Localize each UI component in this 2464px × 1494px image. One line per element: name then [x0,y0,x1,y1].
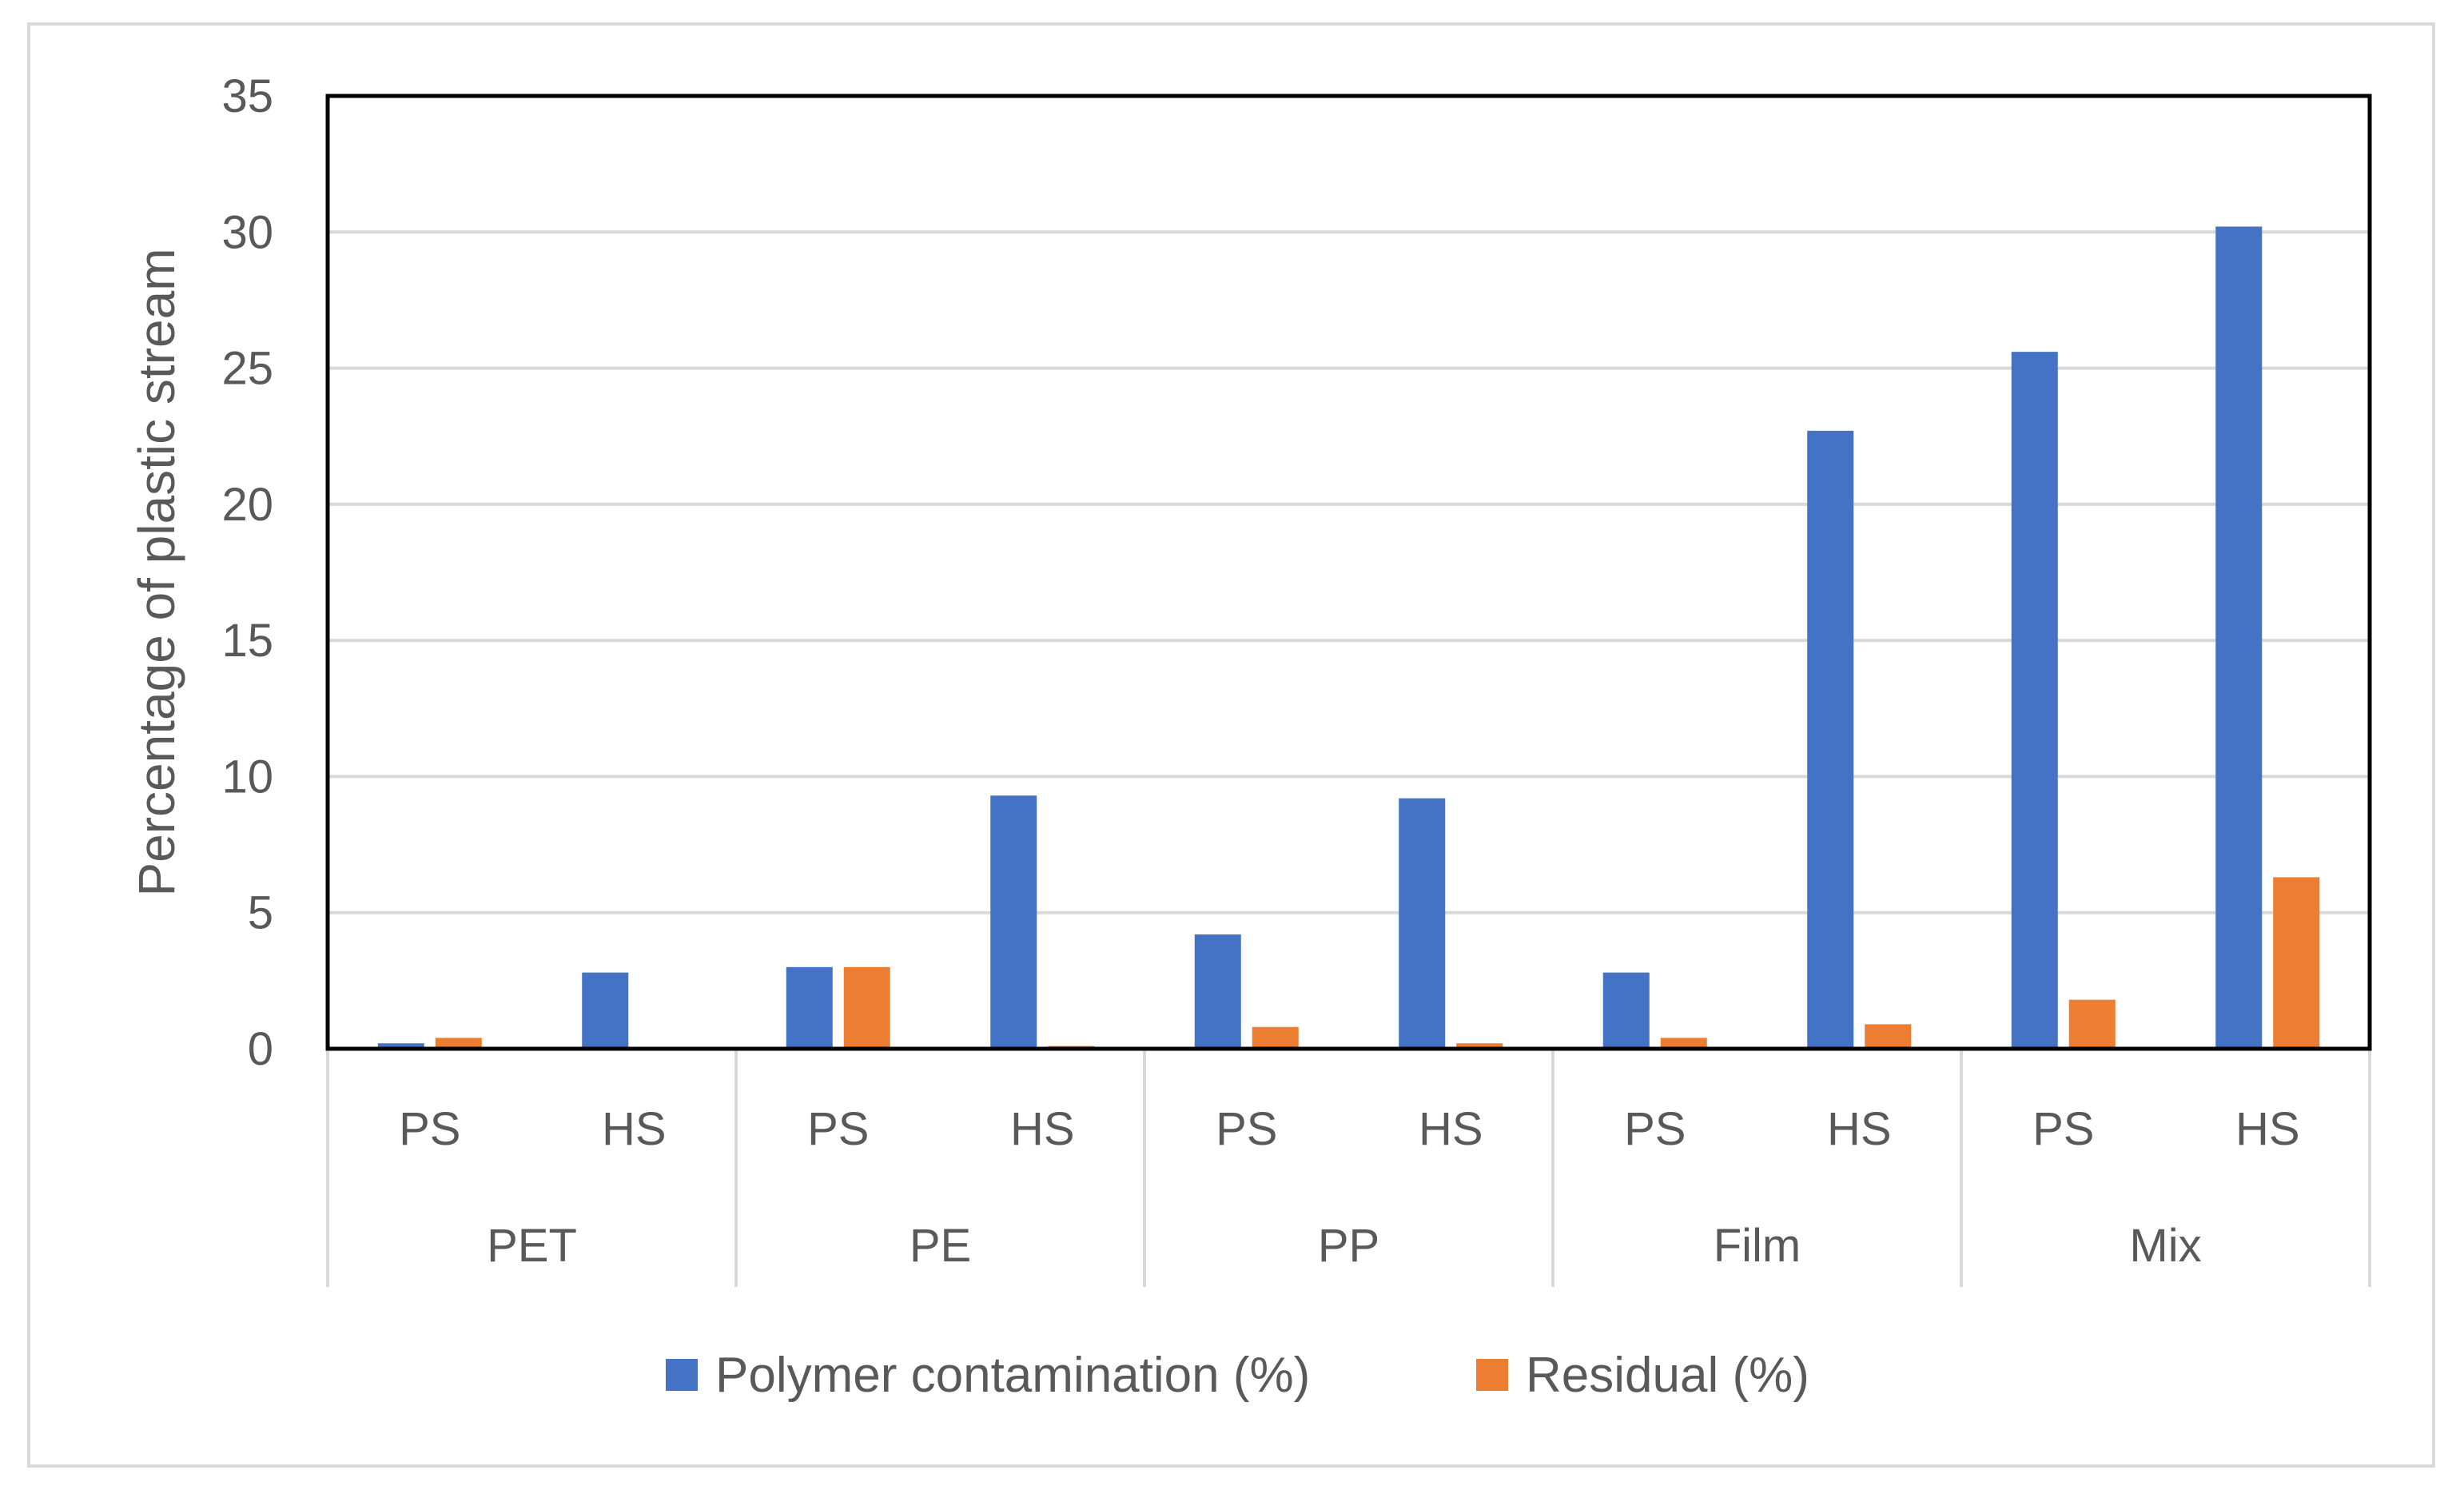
y-tick-label: 15 [221,615,273,667]
bar-residual [1865,1024,1912,1049]
bar-residual [435,1038,482,1049]
bar-residual [2068,999,2116,1049]
bar-polymer [1194,934,1241,1049]
y-tick-label: 25 [221,343,273,395]
legend-swatch [666,1359,698,1391]
y-tick-label: 10 [221,751,273,803]
x-tick-label: PS [807,1103,869,1155]
legend: Polymer contamination (%) Residual (%) [666,1348,1809,1403]
bar-polymer [1399,798,1446,1049]
bar-residual [1252,1026,1299,1049]
bar-polymer [2011,352,2058,1049]
x-tick-label: PS [1216,1103,1277,1155]
bar-polymer [786,966,833,1049]
x-axis: PS HS PS HS PS HS PS HS PS HS PET PE PP Film Mix [326,1046,2371,1287]
x-tick-label: HS [1419,1103,1483,1155]
bar-residual [2273,877,2320,1049]
y-tick-label: 20 [221,479,273,531]
plot-border [325,94,2372,1051]
bar-polymer [990,795,1037,1049]
bar-polymer [2215,226,2263,1050]
legend-swatch [1476,1359,1508,1391]
x-tick-label: PS [1624,1103,1686,1155]
x-tick-label: HS [1827,1103,1892,1155]
y-axis-title: Percentage of plastic stream [128,248,185,896]
x-group-label: PE [910,1220,971,1272]
x-group-label: Film [1714,1220,1801,1272]
y-tick-labels: 0 5 10 15 20 25 30 35 [221,70,273,1075]
legend-label: Polymer contamination (%) [715,1348,1310,1403]
x-tick-label: PS [399,1103,460,1155]
x-tick-label: PS [2032,1103,2094,1155]
x-tick-label: HS [2235,1103,2300,1155]
bar-polymer [377,1043,424,1049]
bar-residual [1660,1038,1707,1049]
x-group-label: PET [487,1220,577,1272]
gridlines [328,94,2370,914]
x-group-label: PP [1318,1220,1379,1272]
bar-polymer [582,972,629,1049]
bars [377,226,2320,1050]
x-tick-label: HS [602,1103,667,1155]
y-tick-label: 35 [221,70,273,122]
bar-polymer [1807,430,1854,1049]
y-tick-label: 5 [248,887,273,939]
y-tick-label: 30 [221,206,273,258]
x-tick-label: HS [1010,1103,1075,1155]
legend-label: Residual (%) [1526,1348,1809,1403]
bar-polymer [1602,972,1650,1049]
bar-residual [1456,1043,1503,1049]
y-tick-label: 0 [248,1023,273,1075]
x-group-label: Mix [2129,1220,2201,1272]
bar-residual [843,966,890,1049]
